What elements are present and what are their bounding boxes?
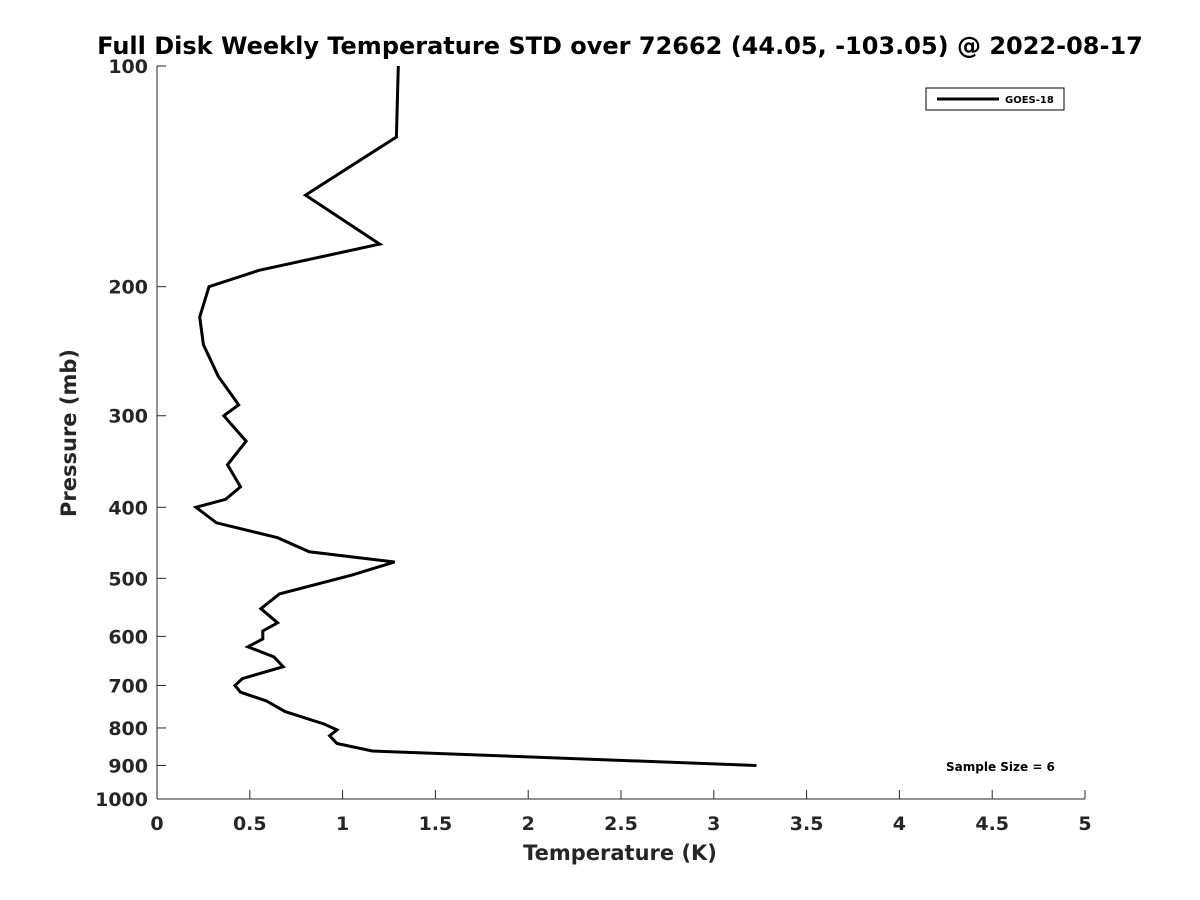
- y-tick-label: 400: [108, 497, 148, 519]
- x-tick-label: 3.5: [790, 813, 824, 835]
- chart-title: Full Disk Weekly Temperature STD over 72…: [97, 32, 1143, 60]
- x-tick-label: 1: [336, 813, 349, 835]
- legend-label: GOES-18: [1005, 95, 1054, 106]
- x-tick-label: 2.5: [604, 813, 638, 835]
- x-tick-label: 2: [522, 813, 535, 835]
- x-tick-label: 4: [893, 813, 906, 835]
- y-tick-label: 700: [108, 675, 148, 697]
- legend: GOES-18: [925, 87, 1065, 111]
- sample-size-annotation: Sample Size = 6: [946, 760, 1055, 774]
- y-tick-label: 200: [108, 277, 148, 299]
- y-tick-label: 1000: [95, 789, 148, 811]
- x-tick-label: 3: [707, 813, 720, 835]
- y-axis-label: Pressure (mb): [57, 349, 81, 517]
- x-tick-label: 0.5: [233, 813, 267, 835]
- x-tick-label: 4.5: [975, 813, 1009, 835]
- x-tick-label: 0: [150, 813, 163, 835]
- y-tick-label: 100: [108, 56, 148, 78]
- y-tick-label: 300: [108, 406, 148, 428]
- y-tick-label: 500: [108, 568, 148, 590]
- y-tick-label: 900: [108, 755, 148, 777]
- x-tick-label: 5: [1078, 813, 1091, 835]
- series-layer: [192, 65, 757, 767]
- y-tick-label: 600: [108, 626, 148, 648]
- y-tick-label: 800: [108, 718, 148, 740]
- x-tick-label: 1.5: [419, 813, 453, 835]
- x-axis-label: Temperature (K): [523, 841, 717, 865]
- series-line-goes-18: [192, 65, 757, 767]
- axes: 0 0.5 1 1.5 2 2.5 3 3.5 4 4.5 5 100 200 300 400 500 600 7…: [95, 56, 1092, 835]
